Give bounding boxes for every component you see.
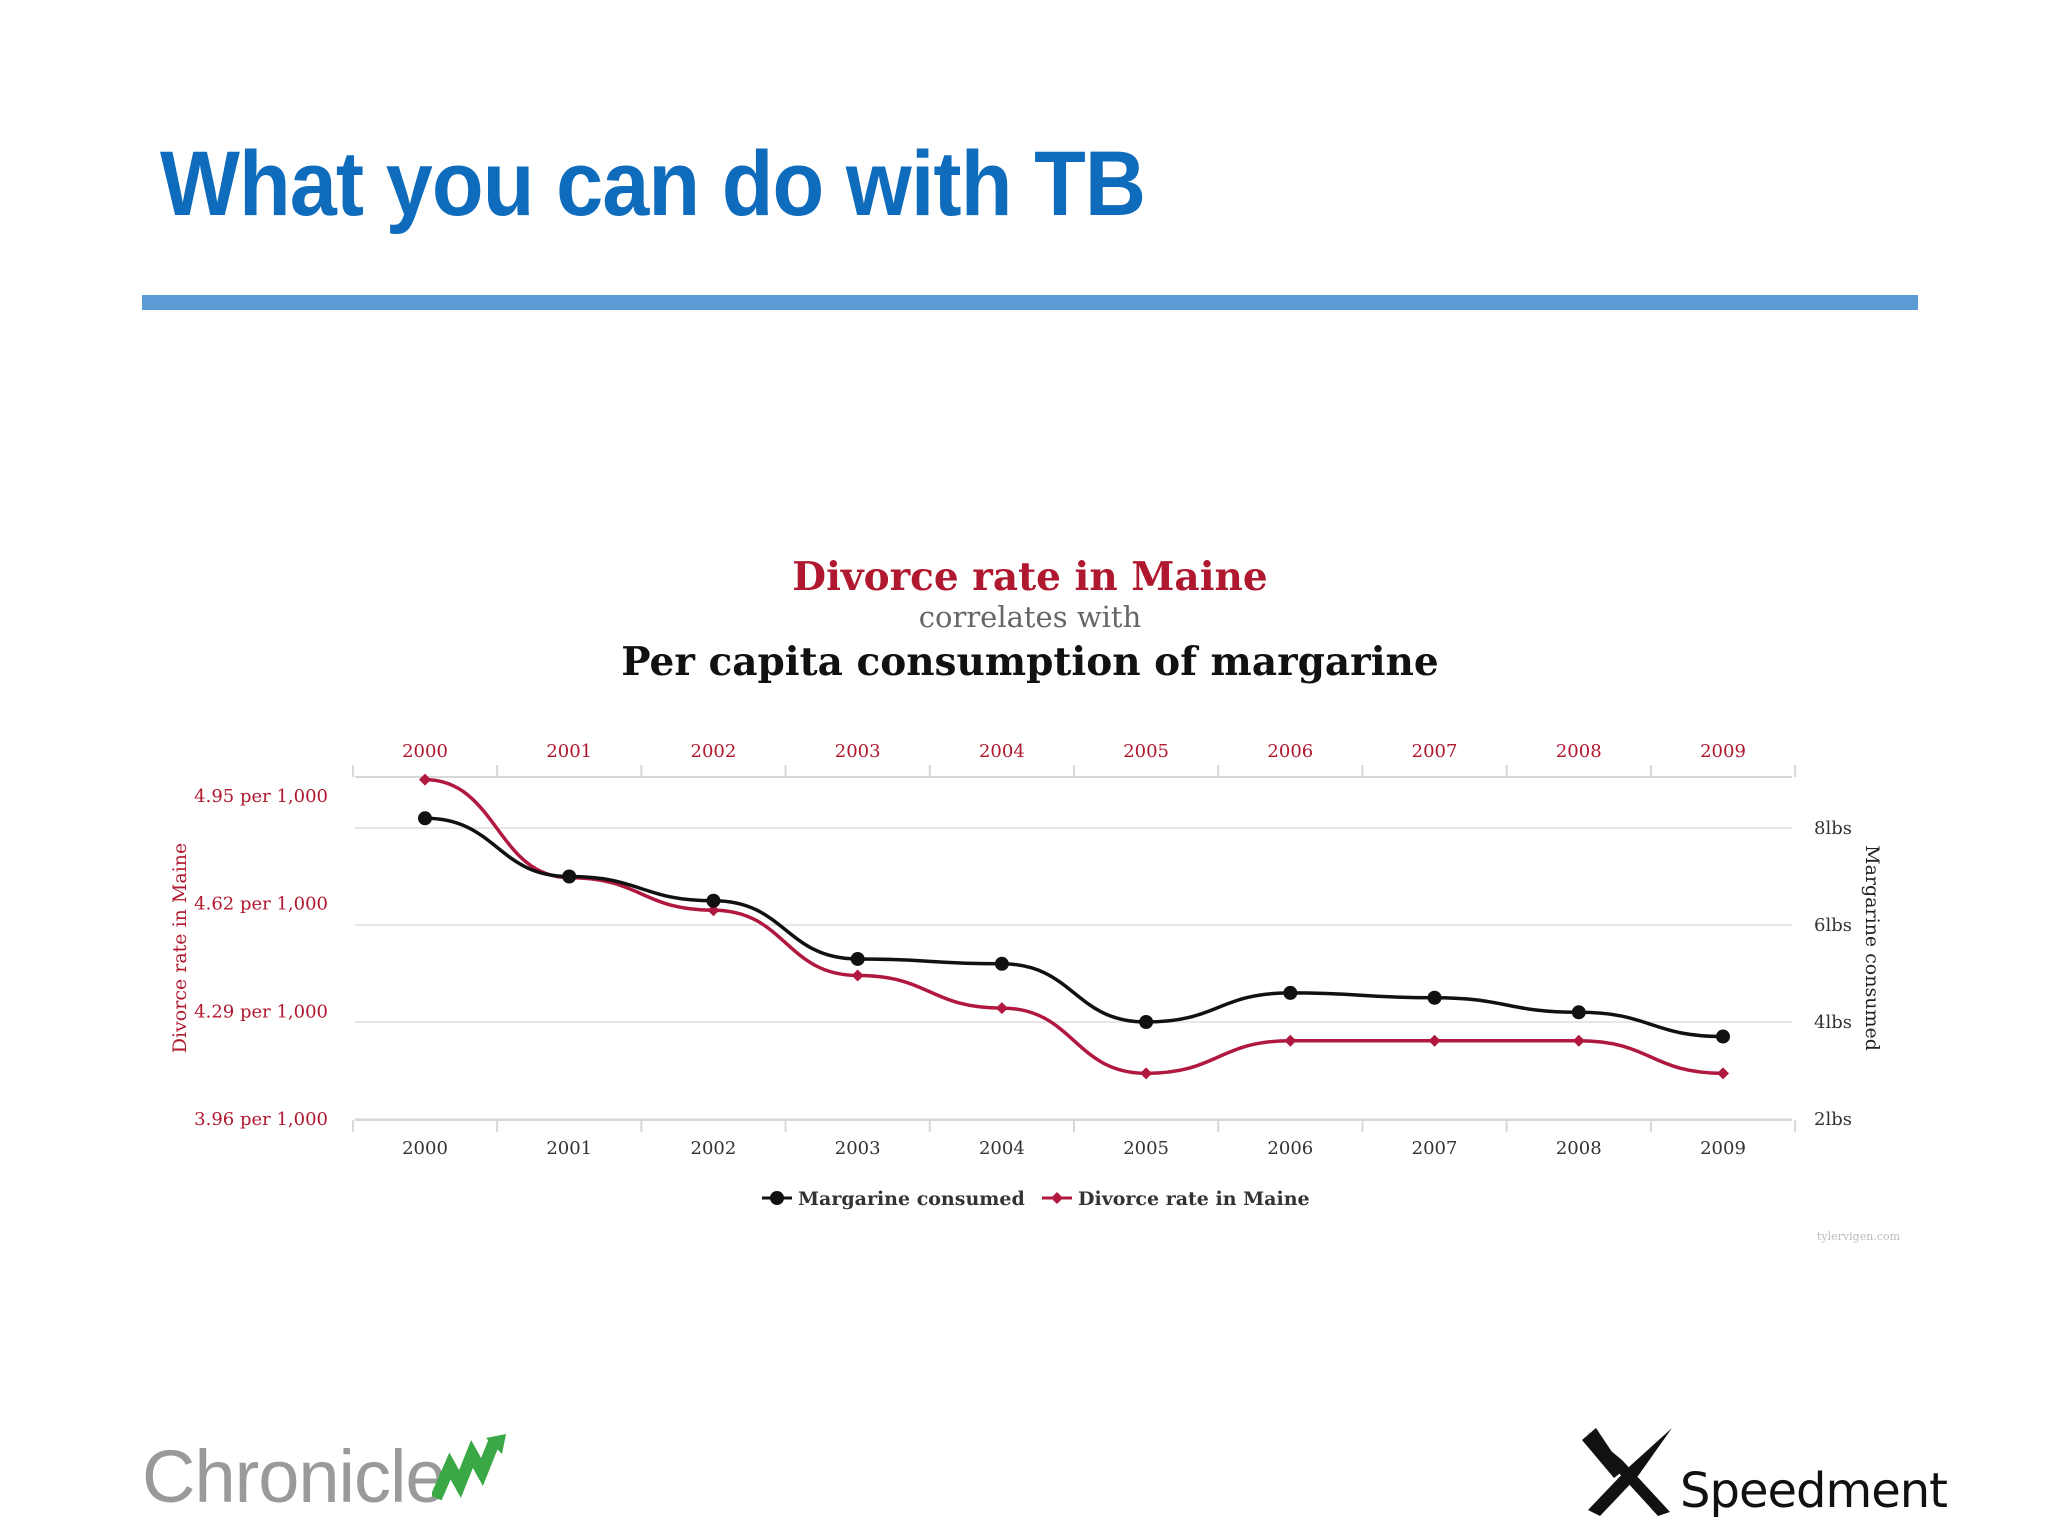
left-tick-label: 4.29 per 1,000	[194, 1001, 328, 1022]
data-point	[1571, 1005, 1586, 1020]
left-tick-label: 3.96 per 1,000	[194, 1109, 328, 1130]
x-tick-label-top: 2006	[1267, 741, 1313, 762]
right-tick-label: 8lbs	[1814, 818, 1852, 839]
x-tick-label-top: 2005	[1123, 741, 1169, 762]
x-tick-label-bottom: 2002	[691, 1138, 737, 1159]
data-point	[418, 811, 432, 826]
legend: Margarine consumed Divorce rate in Maine	[762, 1188, 1310, 1210]
x-tick-label-top: 2002	[691, 741, 737, 762]
x-tick-label-top: 2008	[1556, 741, 1602, 762]
legend-label: Divorce rate in Maine	[1078, 1188, 1310, 1210]
slide-title: What you can do with TB	[160, 133, 1146, 235]
speedment-x-icon	[1582, 1428, 1672, 1516]
x-tick-label-bottom: 2007	[1412, 1138, 1458, 1159]
chart-subtitle: correlates with	[919, 600, 1142, 634]
x-tick-label-bottom: 2003	[835, 1138, 881, 1159]
data-point	[562, 869, 577, 884]
x-tick-label-bottom: 2000	[402, 1138, 448, 1159]
data-point	[851, 969, 864, 982]
data-point	[1427, 990, 1442, 1005]
chart-title: Divorce rate in Maine	[792, 554, 1267, 600]
data-point	[706, 893, 721, 908]
x-tick-label-bottom: 2004	[979, 1138, 1025, 1159]
left-tick-label: 4.95 per 1,000	[194, 786, 328, 807]
data-point	[1140, 1067, 1153, 1080]
data-point	[1716, 1029, 1730, 1044]
data-point	[1139, 1015, 1154, 1029]
chronicle-logo: Chronicle	[142, 1434, 506, 1520]
data-point	[1284, 1034, 1297, 1047]
x-tick-label-top: 2007	[1412, 741, 1458, 762]
data-point	[995, 1002, 1008, 1015]
left-axis-label: Divorce rate in Maine	[169, 843, 191, 1054]
left-tick-label: 4.62 per 1,000	[194, 894, 328, 915]
right-tick-label: 4lbs	[1814, 1012, 1852, 1033]
source-credit: tylervigen.com	[1817, 1230, 1901, 1243]
right-axis-label: Margarine consumed	[1861, 845, 1883, 1051]
x-tick-label-bottom: 2009	[1700, 1138, 1746, 1159]
x-tick-label-top: 2009	[1700, 741, 1746, 762]
right-tick-label: 2lbs	[1814, 1109, 1852, 1130]
right-tick-label: 6lbs	[1814, 915, 1852, 936]
x-tick-label-bottom: 2006	[1267, 1138, 1313, 1159]
data-point	[419, 773, 431, 786]
legend-swatch-marker	[1051, 1192, 1063, 1204]
data-point	[850, 951, 865, 966]
series-line	[424, 777, 1724, 1076]
x-tick-label-bottom: 2008	[1556, 1138, 1602, 1159]
series-line	[424, 816, 1724, 1039]
legend-swatch-marker	[770, 1191, 784, 1205]
speedment-logo-text: Speedment	[1680, 1463, 1948, 1519]
data-point	[1572, 1034, 1585, 1047]
x-tick-label-top: 2000	[402, 741, 448, 762]
x-tick-label-bottom: 2001	[546, 1138, 592, 1159]
tick-layer: 2000 2000 2001 2001 2002 2002 2003 2003 2004 2004…	[194, 741, 1852, 1159]
chronicle-logo-text: Chronicle	[142, 1435, 447, 1518]
series-layer	[418, 773, 1730, 1080]
title-divider	[142, 295, 1918, 310]
data-point	[1717, 1067, 1729, 1080]
chart-title-secondary: Per capita consumption of margarine	[621, 639, 1438, 685]
data-point	[1283, 985, 1298, 1000]
x-tick-label-top: 2004	[979, 741, 1025, 762]
data-point	[994, 956, 1009, 971]
data-point	[707, 904, 720, 917]
data-point	[1428, 1034, 1441, 1047]
speedment-logo: Speedment	[1580, 1415, 1948, 1530]
legend-label: Margarine consumed	[798, 1188, 1025, 1210]
x-tick-label-bottom: 2005	[1123, 1138, 1169, 1159]
grid-layer	[351, 765, 1797, 1132]
x-tick-label-top: 2003	[835, 741, 881, 762]
chronicle-arrow-icon	[432, 1434, 506, 1501]
x-tick-label-top: 2001	[546, 741, 592, 762]
